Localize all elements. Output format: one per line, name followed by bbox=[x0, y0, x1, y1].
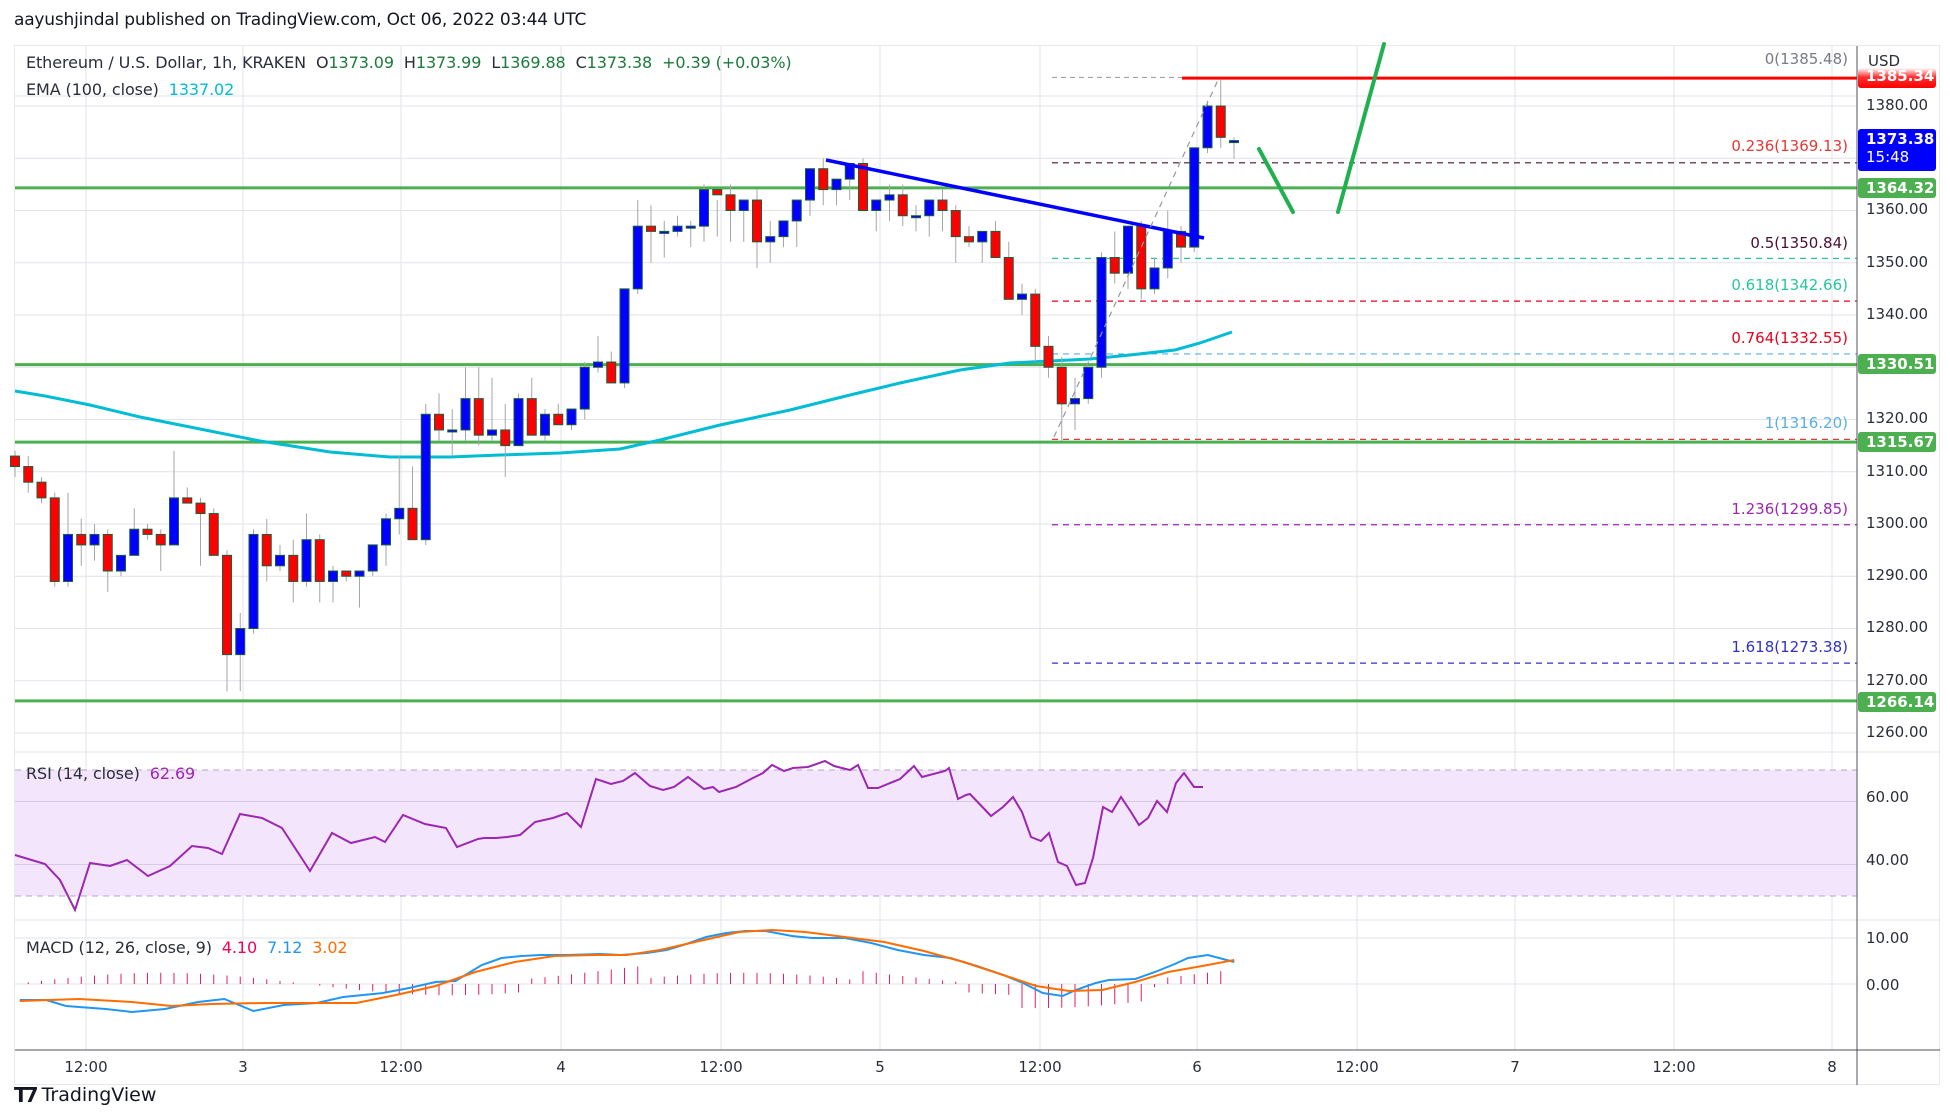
change-value: +0.39 (+0.03%) bbox=[662, 53, 792, 72]
price-tick: 1290.00 bbox=[1866, 566, 1929, 584]
high-value: 1373.99 bbox=[415, 53, 482, 72]
time-label: 7 bbox=[1510, 1058, 1520, 1076]
axes bbox=[15, 46, 1940, 1085]
time-label: 6 bbox=[1192, 1058, 1202, 1076]
resistance-price-badge: 1385.34 bbox=[1858, 68, 1936, 88]
time-label: 12:00 bbox=[1018, 1058, 1062, 1076]
time-label: 12:00 bbox=[1652, 1058, 1696, 1076]
time-label: 5 bbox=[875, 1058, 885, 1076]
macd-hist-value: 4.10 bbox=[221, 938, 258, 957]
price-tick: 1300.00 bbox=[1866, 514, 1929, 532]
ema-value: 1337.02 bbox=[168, 80, 235, 99]
symbol-legend: Ethereum / U.S. Dollar, 1h, KRAKEN O1373… bbox=[26, 53, 792, 72]
rsi-band bbox=[15, 769, 1857, 897]
macd-line-value: 7.12 bbox=[267, 938, 303, 957]
rsi-tick: 60.00 bbox=[1866, 788, 1909, 806]
candlesticks bbox=[10, 79, 1239, 692]
price-tick: 1340.00 bbox=[1866, 305, 1929, 323]
rsi-value: 62.69 bbox=[149, 764, 196, 783]
price-tick: 1270.00 bbox=[1866, 671, 1929, 689]
fib-label-0764: 0.764(1332.55) bbox=[1731, 329, 1848, 347]
grid-lines bbox=[15, 46, 1857, 1050]
rsi-legend: RSI (14, close) 62.69 bbox=[26, 764, 196, 783]
price-tick: 1350.00 bbox=[1866, 253, 1929, 271]
fib-label-05: 0.5(1350.84) bbox=[1750, 234, 1848, 252]
drawings bbox=[825, 42, 1386, 438]
tradingview-logo-icon: T7 bbox=[14, 1083, 39, 1107]
macd-tick: 0.00 bbox=[1866, 976, 1900, 994]
price-tick: 1280.00 bbox=[1866, 618, 1929, 636]
horizontal-levels bbox=[15, 76, 1857, 703]
fib-label-1: 1(1316.20) bbox=[1764, 414, 1848, 432]
symbol-name: Ethereum / U.S. Dollar, 1h, KRAKEN bbox=[26, 53, 306, 72]
time-label: 3 bbox=[238, 1058, 248, 1076]
fib-label-1618: 1.618(1273.38) bbox=[1731, 638, 1848, 656]
macd-tick: 10.00 bbox=[1866, 929, 1909, 947]
time-label: 12:00 bbox=[64, 1058, 108, 1076]
last-price: 1373.38 bbox=[1866, 130, 1935, 148]
low-value: 1369.88 bbox=[500, 53, 566, 72]
macd-signal-value: 3.02 bbox=[312, 938, 348, 957]
level-badge-1364: 1364.32 bbox=[1858, 178, 1936, 198]
ema-legend: EMA (100, close) 1337.02 bbox=[26, 80, 235, 99]
publisher-line: aayushjindal published on TradingView.co… bbox=[14, 10, 587, 30]
fib-label-0: 0(1385.48) bbox=[1764, 50, 1848, 68]
rsi-tick: 40.00 bbox=[1866, 851, 1909, 869]
level-badge-1266: 1266.14 bbox=[1858, 692, 1936, 712]
price-tick: 1380.00 bbox=[1866, 96, 1929, 114]
time-label: 12:00 bbox=[1335, 1058, 1379, 1076]
time-label: 4 bbox=[556, 1058, 566, 1076]
price-tick: 1310.00 bbox=[1866, 462, 1929, 480]
fib-label-1236: 1.236(1299.85) bbox=[1731, 500, 1848, 518]
tradingview-logo-text: TradingView bbox=[41, 1084, 157, 1106]
fib-label-0618: 0.618(1342.66) bbox=[1731, 276, 1848, 294]
time-label: 8 bbox=[1827, 1058, 1837, 1076]
close-value: 1373.38 bbox=[586, 53, 653, 72]
open-value: 1373.09 bbox=[328, 53, 394, 72]
time-label: 12:00 bbox=[699, 1058, 743, 1076]
price-tick: 1320.00 bbox=[1866, 409, 1929, 427]
price-tick: 1360.00 bbox=[1866, 200, 1929, 218]
rsi-line bbox=[14, 759, 1203, 913]
time-label: 12:00 bbox=[379, 1058, 423, 1076]
macd-plot bbox=[19, 928, 1235, 1014]
currency-label[interactable]: USD bbox=[1868, 52, 1901, 70]
fib-label-0236: 0.236(1369.13) bbox=[1731, 137, 1848, 155]
price-tick: 1260.00 bbox=[1866, 723, 1929, 741]
bar-countdown: 15:48 bbox=[1866, 148, 1910, 166]
macd-legend: MACD (12, 26, close, 9) 4.10 7.12 3.02 bbox=[26, 938, 348, 957]
ema-line bbox=[14, 330, 1233, 459]
tradingview-logo[interactable]: T7 TradingView bbox=[14, 1083, 156, 1107]
level-badge-1330: 1330.51 bbox=[1858, 354, 1936, 374]
last-price-badge: 1373.38 15:48 bbox=[1858, 129, 1936, 171]
level-badge-1315: 1315.67 bbox=[1858, 432, 1936, 452]
chart-frame bbox=[14, 45, 1940, 1085]
